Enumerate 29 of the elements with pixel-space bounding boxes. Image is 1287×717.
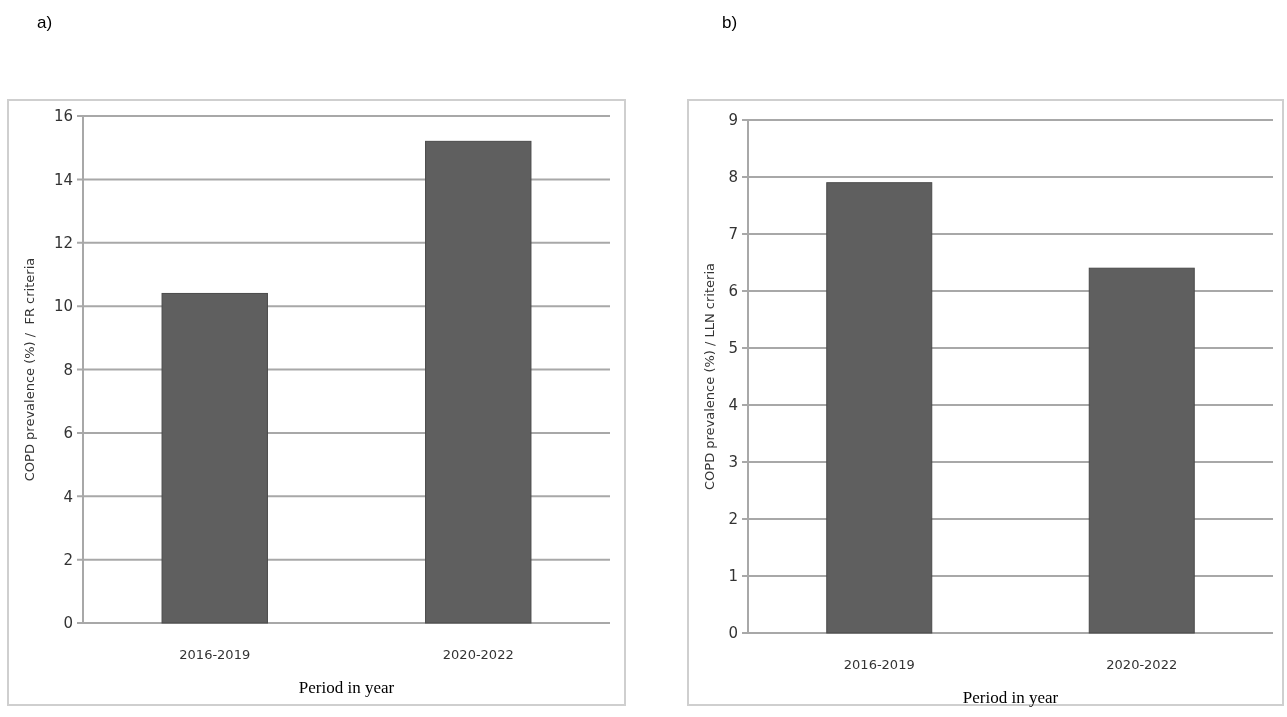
y-axis-title: COPD prevalence (%) / LLN criteria: [702, 263, 717, 490]
chart-title: b): [722, 13, 738, 32]
x-tick-label: 2020-2022: [1106, 657, 1178, 672]
x-axis-title: Period in year: [962, 688, 1059, 707]
y-tick-label: 4: [63, 487, 73, 506]
y-tick-label: 12: [53, 234, 73, 252]
x-axis-title: Period in year: [298, 678, 395, 697]
y-tick-label: 7: [728, 225, 738, 244]
y-tick-label: 16: [53, 107, 73, 126]
y-tick-label: 9: [728, 111, 738, 130]
x-tick-label: 2016-2019: [179, 647, 251, 662]
y-tick-label: 10: [53, 297, 73, 316]
y-tick-label: 0: [728, 624, 738, 643]
y-tick-label: 4: [728, 396, 738, 415]
y-tick-label: 6: [63, 424, 73, 443]
y-axis-title: COPD prevalence (%) / FR criteria: [22, 257, 37, 482]
y-tick-label: 2: [63, 550, 73, 569]
y-tick-label: 0: [63, 614, 73, 633]
y-tick-label: 1: [728, 567, 738, 586]
chart-title: a): [37, 13, 53, 32]
y-tick-label: 6: [728, 282, 738, 301]
y-tick-label: 3: [728, 453, 738, 472]
x-tick-label: 2016-2019: [843, 657, 915, 672]
y-tick-label: 14: [53, 170, 73, 189]
y-tick-label: 5: [728, 339, 738, 358]
y-tick-label: 2: [728, 510, 738, 529]
x-tick-label: 2020-2022: [442, 647, 514, 662]
y-tick-label: 8: [728, 168, 738, 187]
y-tick-label: 8: [63, 360, 73, 379]
